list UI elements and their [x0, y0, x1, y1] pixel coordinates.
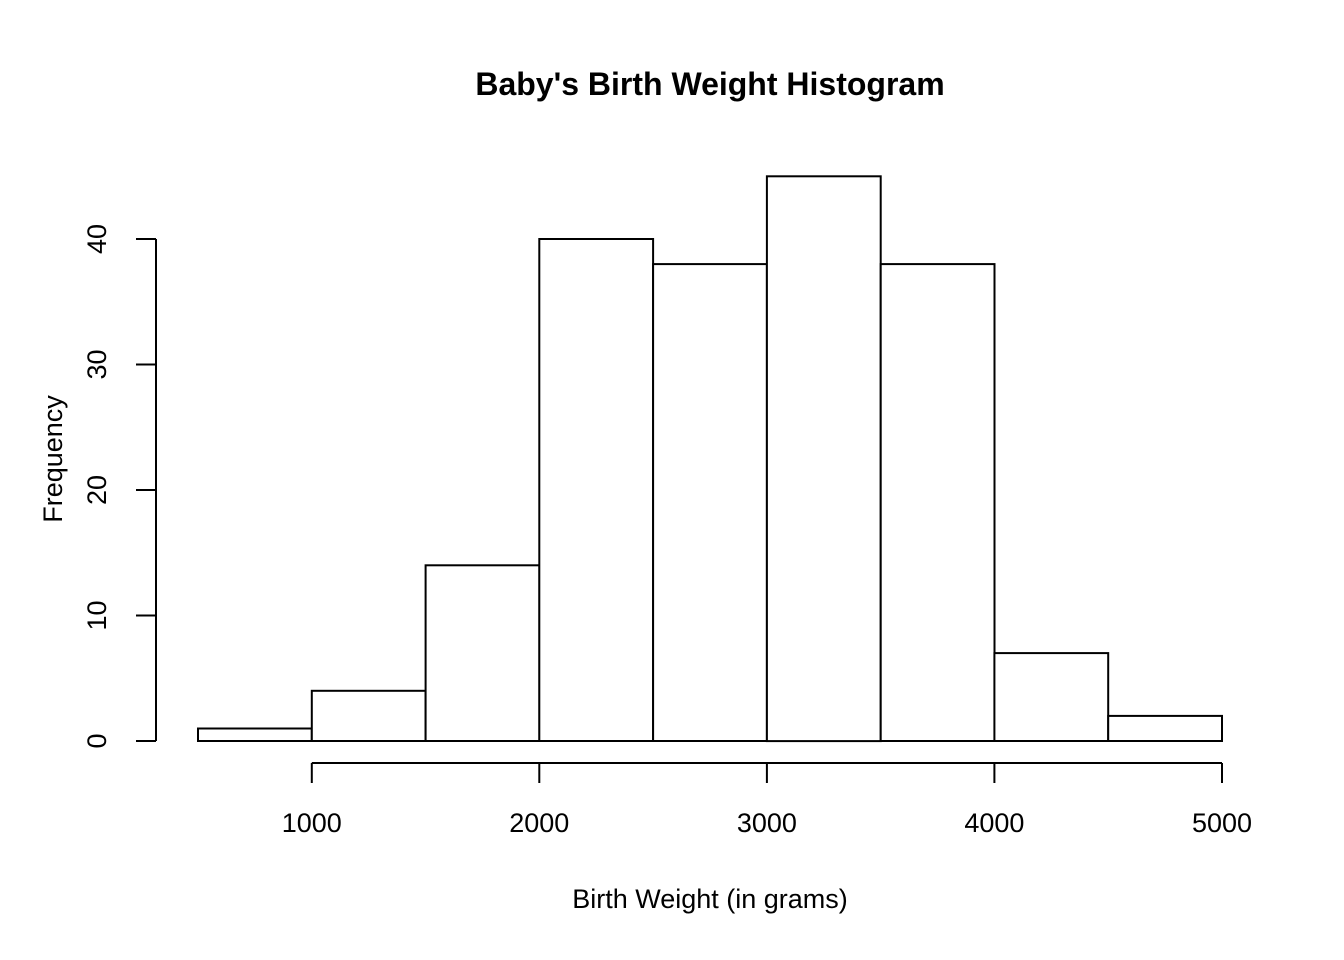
y-axis: 0 10 20 30 40 [82, 224, 157, 749]
x-axis-title: Birth Weight (in grams) [572, 884, 848, 914]
histogram-bar [1107, 714, 1223, 743]
histogram-bar [424, 564, 541, 742]
bars-group [197, 175, 1223, 743]
histogram-bar [310, 689, 427, 742]
x-tick-label: 4000 [964, 808, 1024, 838]
histogram-bar [197, 727, 313, 742]
y-tick-label: 10 [82, 600, 112, 630]
histogram-bar [879, 263, 996, 742]
histogram-bar [993, 652, 1110, 742]
x-tick-label: 2000 [509, 808, 569, 838]
histogram-bar [652, 263, 768, 742]
histogram-bar [538, 238, 655, 742]
y-tick-label: 40 [82, 224, 112, 254]
y-tick-label: 30 [82, 349, 112, 379]
y-axis-title: Frequency [38, 395, 68, 523]
y-tick-label: 0 [82, 733, 112, 748]
x-tick-label: 5000 [1192, 808, 1252, 838]
x-axis: 1000 2000 3000 4000 5000 [282, 762, 1252, 838]
chart-title: Baby's Birth Weight Histogram [475, 66, 944, 102]
x-tick-label: 1000 [282, 808, 342, 838]
x-tick-label: 3000 [737, 808, 797, 838]
y-tick-label: 20 [82, 475, 112, 505]
histogram-bar [765, 175, 882, 743]
